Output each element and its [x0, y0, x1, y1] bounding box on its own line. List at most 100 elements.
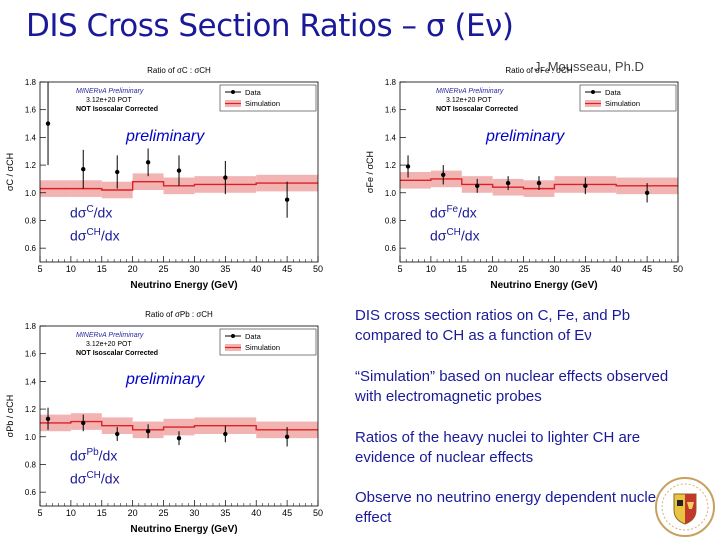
chart-1-preliminary-label: preliminary	[486, 128, 565, 145]
data-point	[223, 175, 228, 180]
plot-frame	[39, 325, 319, 507]
x-tick-label: 25	[159, 508, 169, 518]
chart-title: Ratio of σPb : σCH	[145, 310, 213, 319]
data-point	[45, 121, 51, 126]
slide-title: DIS Cross Section Ratios – σ (Eν)	[26, 8, 514, 44]
x-tick-label: 45	[282, 508, 292, 518]
legend-data-label: Data	[245, 88, 262, 97]
x-tick-label: 20	[488, 264, 498, 274]
x-axis-label: Neutrino Energy (GeV)	[130, 280, 237, 291]
y-tick-label: 0.6	[25, 488, 37, 497]
data-point	[475, 183, 480, 189]
legend-simulation-label: Simulation	[245, 99, 280, 108]
x-axis-label: Neutrino Energy (GeV)	[130, 524, 237, 535]
legend-data-marker	[231, 90, 235, 94]
y-tick-label: 1.8	[385, 78, 397, 87]
x-tick-label: 35	[220, 264, 230, 274]
y-tick-label: 0.6	[25, 244, 37, 253]
y-tick-label: 0.8	[25, 460, 37, 469]
chart-2-ratio-denominator: dσCH/dx	[70, 470, 120, 487]
x-tick-label: 25	[159, 264, 169, 274]
y-tick-label: 1.2	[385, 161, 397, 170]
bullet-ratios-description: DIS cross section ratios on C, Fe, and P…	[355, 307, 631, 344]
info-correction: NOT Isoscalar Corrected	[76, 106, 158, 113]
y-tick-label: 0.8	[25, 216, 37, 225]
data-point	[115, 169, 120, 175]
y-tick-label: 1.2	[25, 161, 37, 170]
x-tick-label: 40	[251, 508, 261, 518]
x-tick-label: 5	[37, 264, 42, 274]
y-tick-label: 1.8	[25, 78, 37, 87]
x-tick-label: 15	[457, 264, 467, 274]
x-tick-label: 20	[128, 508, 138, 518]
university-seal-icon	[655, 477, 715, 537]
data-point	[583, 183, 588, 189]
info-correction: NOT Isoscalar Corrected	[76, 350, 158, 357]
x-tick-label: 5	[37, 508, 42, 518]
data-point	[176, 435, 182, 441]
x-tick-label: 50	[313, 264, 323, 274]
info-correction: NOT Isoscalar Corrected	[436, 106, 518, 113]
chart-1-ratio-denominator: dσCH/dx	[430, 227, 480, 244]
chart-lead-ratio: Ratio of σPb : σCH 5 10 15 20 25 30 35 40 45 50 0.6…	[5, 310, 323, 535]
data-point	[45, 416, 51, 421]
x-tick-label: 15	[97, 264, 107, 274]
data-point	[284, 197, 290, 202]
legend-data-label: Data	[605, 88, 622, 97]
x-tick-label: 25	[519, 264, 529, 274]
y-tick-label: 1.4	[25, 133, 37, 142]
x-tick-label: 35	[220, 508, 230, 518]
x-tick-label: 45	[282, 264, 292, 274]
x-tick-label: 15	[97, 508, 107, 518]
x-tick-label: 50	[313, 508, 323, 518]
info-experiment: MINERνA Preliminary	[76, 88, 144, 95]
chart-title: Ratio of σFe : σCH	[505, 66, 572, 75]
x-axis-label: Neutrino Energy (GeV)	[490, 280, 597, 291]
chart-0-ratio-denominator: dσCH/dx	[70, 227, 120, 244]
chart-iron-ratio: Ratio of σFe : σCH 5 10 15 20 25 30 35 40 45 50 0.6…	[365, 66, 683, 291]
x-tick-label: 10	[426, 264, 436, 274]
chart-0-ratio-numerator: dσC/dx	[70, 204, 113, 221]
y-tick-label: 1.6	[25, 350, 37, 359]
y-tick-label: 1.4	[385, 133, 397, 142]
legend-simulation-label: Simulation	[605, 99, 640, 108]
y-tick-label: 1.0	[25, 189, 37, 198]
y-tick-label: 1.0	[385, 189, 397, 198]
data-point	[441, 172, 446, 177]
chart-carbon-ratio: Ratio of σC : σCH 5 10 15 20 25 30 35 40 45 50 0.6 0…	[5, 66, 323, 291]
chart-2-ratio-numerator: dσPb/dx	[70, 447, 118, 464]
x-tick-label: 10	[66, 264, 76, 274]
legend-simulation-label: Simulation	[245, 343, 280, 352]
info-pot: 3.12e+20 POT	[86, 341, 132, 348]
x-tick-label: 50	[673, 264, 683, 274]
data-point	[644, 190, 650, 195]
plot-frame	[39, 81, 319, 263]
bullet-simulation: “Simulation” based on nuclear effects ob…	[355, 368, 669, 405]
x-tick-label: 30	[549, 264, 559, 274]
author-credit: J. Mousseau, Ph.D	[534, 59, 644, 74]
simulation-line	[40, 180, 318, 191]
data-point	[405, 164, 411, 169]
y-tick-label: 1.0	[25, 433, 37, 442]
x-tick-label: 20	[128, 264, 138, 274]
chart-1-ratio-numerator: dσFe/dx	[430, 204, 477, 221]
data-point	[115, 431, 120, 437]
y-axis-label: σC / σCH	[5, 153, 15, 191]
info-pot: 3.12e+20 POT	[86, 97, 132, 104]
info-pot: 3.12e+20 POT	[446, 97, 492, 104]
y-tick-label: 0.8	[385, 216, 397, 225]
data-point	[505, 180, 511, 186]
info-experiment: MINERνA Preliminary	[76, 332, 144, 339]
x-tick-label: 30	[189, 264, 199, 274]
x-tick-label: 45	[642, 264, 652, 274]
chart-0-preliminary-label: preliminary	[126, 128, 205, 145]
legend-data-marker	[231, 334, 235, 338]
x-tick-label: 10	[66, 508, 76, 518]
chart-2-preliminary-label: preliminary	[126, 371, 205, 388]
y-tick-label: 1.6	[25, 106, 37, 115]
data-point	[81, 420, 86, 426]
info-experiment: MINERνA Preliminary	[436, 88, 504, 95]
data-point	[81, 167, 86, 172]
x-tick-label: 30	[189, 508, 199, 518]
x-tick-label: 40	[251, 264, 261, 274]
